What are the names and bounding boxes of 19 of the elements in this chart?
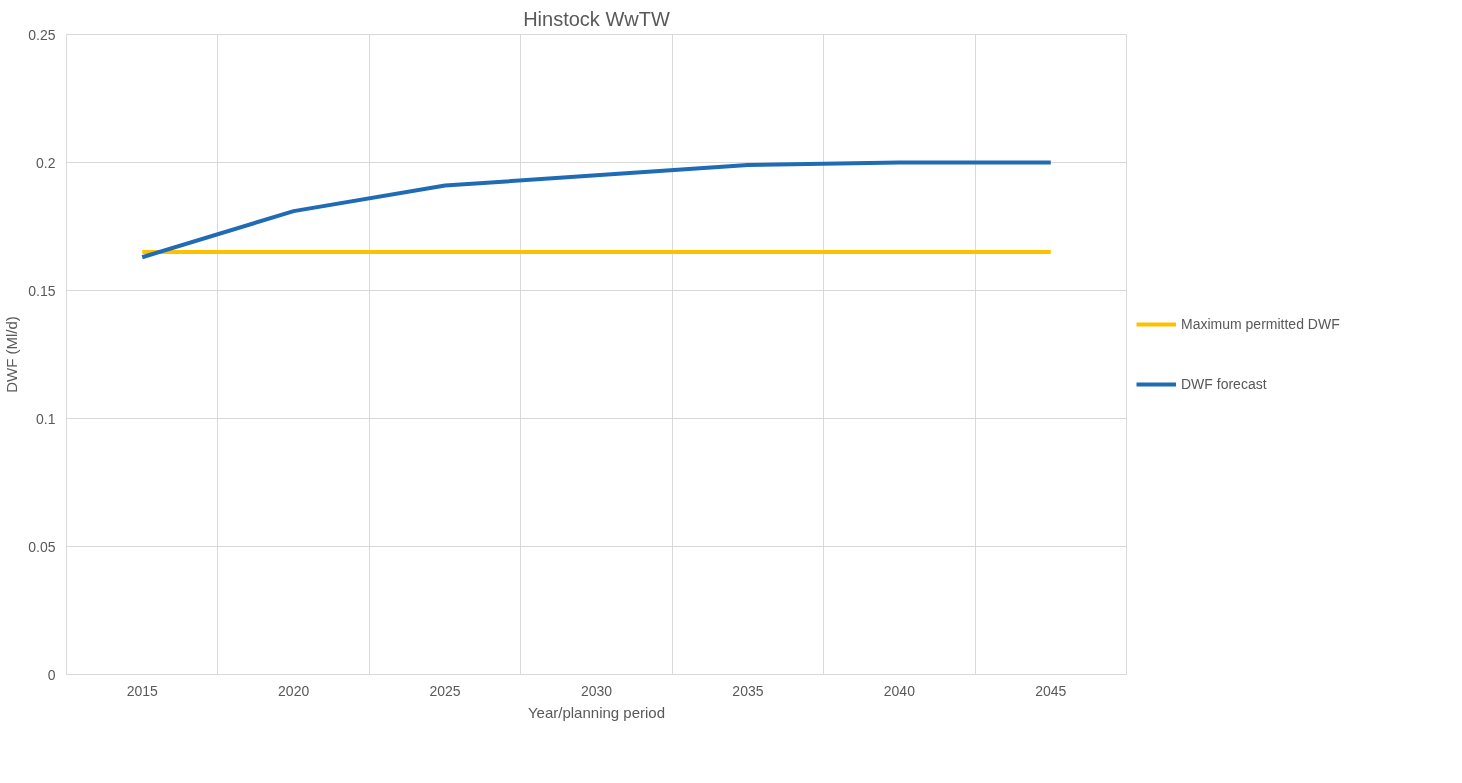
x-axis-title: Year/planning period [527,703,666,721]
line-series [140,160,1053,260]
x-tick-label: 2030 [580,682,613,699]
x-tick-label: 2015 [126,682,158,699]
x-tick-label: 2020 [278,682,310,699]
y-tick-label: 0.1 [36,410,56,427]
y-axis-title: DWF (Ml/d) [3,316,21,393]
y-tick-label: 0.05 [28,538,56,555]
y-tick-label: 0.25 [28,26,56,43]
legend-label: DWF forecast [1181,376,1267,392]
x-tick-label: 2045 [1035,682,1067,699]
y-tick-label: 0 [47,666,56,683]
x-tick-label: 2040 [883,682,916,699]
chart-title: Hinstock WwTW [523,7,670,30]
x-tick-label: 2035 [732,682,764,699]
y-tick-label: 0.2 [36,154,56,171]
x-tick-label: 2025 [429,682,461,699]
legend-label: Maximum permitted DWF [1181,316,1340,332]
y-tick-label: 0.15 [28,282,56,299]
